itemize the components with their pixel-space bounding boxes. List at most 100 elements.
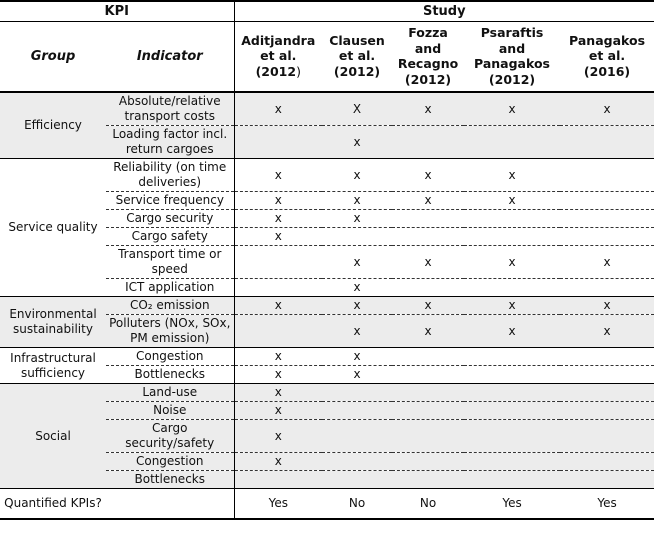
kpi-study-comparison-table: KPI Study Group Indicator Aditjandra et a… — [0, 0, 654, 520]
indicator-column-header: Indicator — [106, 21, 235, 93]
indicator-cell: Cargo security/safety — [106, 419, 235, 453]
mark-cell: x — [233, 452, 323, 471]
table-body: Efficiency Absolute/relative transport co… — [0, 91, 654, 519]
mark-cell — [560, 125, 654, 159]
study-year: (2012 — [255, 63, 297, 79]
mark-cell — [233, 245, 323, 279]
group-cell: Environmental sustainability — [0, 296, 106, 348]
study-header-line: Panagakos — [474, 56, 550, 71]
mark-cell: x — [392, 191, 465, 210]
mark-cell — [560, 347, 654, 366]
indicator-cell: Polluters (NOx, SOx, PM emission) — [106, 314, 235, 348]
mark-cell — [233, 278, 323, 297]
kpi-section-header: KPI — [0, 1, 235, 22]
study-header-line: Recagno — [397, 56, 459, 71]
mark-cell — [322, 452, 393, 471]
group-cell: Infrastructural sufficiency — [0, 347, 106, 384]
study-header-line: (2012) — [404, 71, 452, 87]
study-header: Clausen et al. (2012) — [322, 21, 393, 93]
mark-cell: x — [392, 314, 465, 348]
study-header: Fozza and Recagno (2012) — [392, 21, 465, 93]
mark-cell: x — [233, 347, 323, 366]
mark-cell — [560, 470, 654, 489]
mark-cell — [560, 419, 654, 453]
mark-cell — [560, 158, 654, 192]
column-header-row: Group Indicator Aditjandra et al. (2012) Cl… — [0, 21, 654, 93]
mark-cell: x — [464, 158, 561, 192]
mark-cell — [464, 125, 561, 159]
footer-label: Quantified KPIs? — [0, 488, 106, 519]
study-header: Aditjandra et al. (2012) — [233, 21, 323, 93]
mark-cell: x — [233, 419, 323, 453]
table-row: Congestion x — [0, 452, 654, 471]
mark-cell — [233, 125, 323, 159]
table-row: Loading factor incl. return cargoes x — [0, 125, 654, 159]
mark-cell: x — [392, 245, 465, 279]
indicator-cell: Loading factor incl. return cargoes — [106, 125, 235, 159]
group-cell: Social — [0, 383, 106, 489]
indicator-cell: Transport time or speed — [106, 245, 235, 279]
footer-value-cell: No — [392, 488, 465, 519]
mark-cell — [464, 383, 561, 402]
mark-cell: x — [560, 91, 654, 126]
mark-cell — [464, 419, 561, 453]
mark-cell — [464, 452, 561, 471]
table-row: Cargo security/safety x — [0, 419, 654, 453]
study-header-line: and — [414, 40, 442, 56]
study-header-line: Fozza — [408, 25, 448, 40]
mark-cell: x — [322, 191, 393, 210]
mark-cell — [560, 191, 654, 210]
footer-row: Quantified KPIs? Yes No No Yes Yes — [0, 488, 654, 519]
table-row: Environmental sustainability CO₂ emission… — [0, 296, 654, 348]
mark-cell — [392, 227, 465, 246]
mark-cell — [464, 227, 561, 246]
study-header-line: et al. — [588, 48, 626, 64]
table-row: Service quality Reliability (on time deli… — [0, 158, 654, 297]
mark-cell — [322, 419, 393, 453]
mark-cell — [560, 227, 654, 246]
mark-cell: x — [464, 245, 561, 279]
footer-value-cell: Yes — [233, 488, 323, 519]
table-row: Service frequency x x x x — [0, 191, 654, 210]
mark-cell — [560, 365, 654, 384]
mark-cell: x — [233, 296, 323, 315]
footer-value-cell: Yes — [560, 488, 654, 519]
mark-cell: x — [464, 314, 561, 348]
indicator-cell: Congestion — [106, 452, 235, 471]
table-row: Bottlenecks x x — [0, 365, 654, 384]
mark-cell — [392, 419, 465, 453]
table-row: Bottlenecks — [0, 470, 654, 489]
table-row: Social Land-use x — [0, 383, 654, 489]
mark-cell: x — [322, 125, 393, 159]
study-header-line: (2012) — [333, 63, 381, 79]
study-header-line: (2016) — [583, 63, 631, 79]
group-cell: Efficiency — [0, 91, 106, 159]
study-header: Panagakos et al. (2016) — [560, 21, 654, 93]
mark-cell — [464, 401, 561, 420]
study-section-header: Study — [233, 1, 654, 22]
mark-cell: x — [233, 365, 323, 384]
mark-cell — [322, 401, 393, 420]
section-header-row: KPI Study — [0, 1, 654, 22]
mark-cell: x — [233, 401, 323, 420]
mark-cell — [233, 314, 323, 348]
indicator-cell: Cargo security — [106, 209, 235, 228]
mark-cell: x — [233, 191, 323, 210]
mark-cell — [392, 278, 465, 297]
mark-cell: x — [233, 227, 323, 246]
study-header-line: Aditjandra — [241, 32, 316, 48]
mark-cell: x — [233, 209, 323, 228]
indicator-cell: Bottlenecks — [106, 365, 235, 384]
group-column-header: Group — [0, 21, 106, 93]
mark-cell: x — [464, 191, 561, 210]
footer-value-cell: No — [322, 488, 393, 519]
mark-cell — [392, 452, 465, 471]
mark-cell: x — [322, 347, 393, 366]
mark-cell — [560, 383, 654, 402]
mark-cell: x — [322, 314, 393, 348]
table-header: KPI Study Group Indicator Aditjandra et a… — [0, 1, 654, 93]
table-row: Polluters (NOx, SOx, PM emission) x x x x — [0, 314, 654, 348]
mark-cell: X — [322, 91, 393, 126]
indicator-cell: ICT application — [106, 278, 235, 297]
